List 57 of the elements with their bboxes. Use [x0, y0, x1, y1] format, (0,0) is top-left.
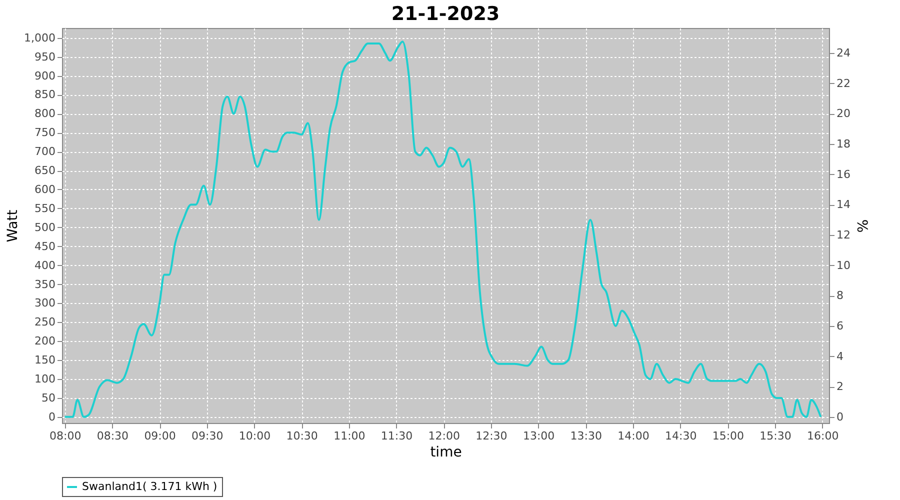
y2-tick-label: 4: [836, 350, 844, 363]
y2-tick-label: 0: [836, 410, 844, 424]
chart-title: 21-1-2023: [391, 3, 500, 25]
y2-tick-label: 22: [836, 76, 850, 90]
x-tick-label: 14:30: [664, 430, 697, 442]
y-tick-label: 200: [34, 334, 56, 348]
y-tick-label: 950: [34, 50, 56, 64]
y2-axis-title: %: [853, 219, 870, 233]
x-tick-label: 09:30: [192, 430, 224, 442]
y-tick-label: 450: [34, 240, 56, 253]
y-tick-label: 700: [34, 145, 56, 158]
y-tick-label: 1,000: [24, 31, 56, 44]
x-tick-label: 15:30: [760, 430, 792, 442]
legend-label: Swanland1( 3.171 kWh ): [82, 480, 218, 493]
y2-tick-label: 18: [836, 138, 850, 150]
y-tick-label: 850: [34, 88, 56, 102]
x-tick-label: 13:30: [570, 430, 602, 442]
y-tick-label: 350: [34, 278, 56, 291]
x-tick-label: 14:00: [618, 430, 650, 442]
y2-tick-label: 10: [836, 258, 850, 272]
x-tick-label: 09:00: [144, 430, 176, 442]
x-tick-label: 12:30: [476, 430, 508, 442]
line-series: [64, 40, 822, 418]
y-tick-label: 750: [34, 126, 56, 140]
y-tick-label: 600: [34, 182, 56, 196]
y2-tick-label: 2: [836, 380, 844, 394]
y2-tick-label: 8: [836, 289, 844, 302]
y-tick-label: 250: [34, 316, 56, 329]
y-tick-label: 50: [42, 391, 56, 404]
y2-tick-label: 6: [836, 319, 844, 332]
y-tick-label: 900: [34, 69, 56, 82]
y-tick-label: 650: [34, 164, 56, 178]
x-tick-label: 11:00: [334, 430, 366, 442]
y2-tick-label: 14: [836, 198, 850, 212]
y2-tick-label: 24: [836, 46, 850, 60]
x-axis-title: time: [430, 444, 462, 460]
x-tick-label: 13:00: [522, 430, 555, 442]
x-tick-label: 11:30: [380, 430, 413, 442]
y2-tick-label: 16: [836, 168, 850, 181]
y2-tick-label: 12: [836, 228, 850, 242]
y-tick-label: 500: [34, 220, 56, 234]
y-tick-label: 300: [34, 296, 56, 310]
y2-tick-label: 20: [836, 107, 850, 120]
x-tick-label: 10:30: [286, 430, 318, 442]
y-tick-label: 400: [34, 258, 56, 272]
x-tick-label: 10:00: [238, 430, 271, 442]
x-tick-label: 12:00: [428, 430, 460, 442]
x-tick-label: 16:00: [807, 430, 839, 442]
y-tick-label: 800: [34, 107, 56, 120]
x-tick-label: 08:00: [49, 430, 82, 442]
y-tick-label: 550: [34, 202, 56, 215]
x-tick-label: 15:00: [712, 430, 744, 442]
y-tick-label: 0: [48, 410, 56, 424]
x-tick-label: 08:30: [96, 430, 129, 442]
y-tick-label: 150: [34, 354, 56, 367]
y-axis-title: Watt: [5, 209, 22, 242]
y-tick-label: 100: [34, 372, 56, 386]
